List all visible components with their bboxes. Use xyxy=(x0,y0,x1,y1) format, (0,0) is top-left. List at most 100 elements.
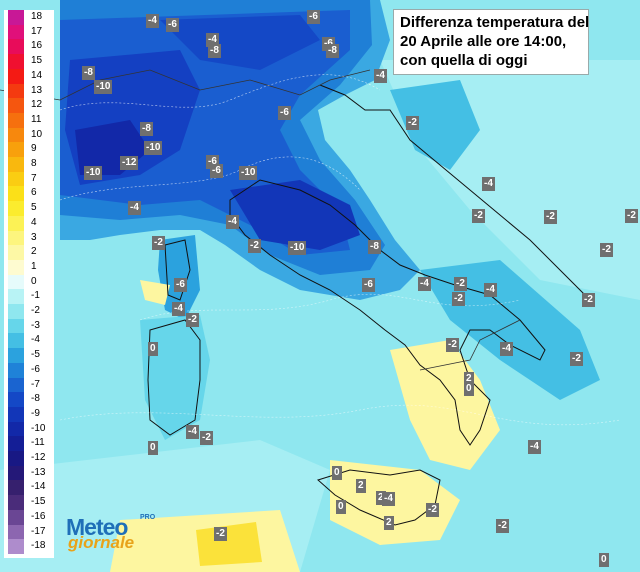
legend-swatch xyxy=(8,142,24,158)
map-value-label: 2 xyxy=(376,491,386,505)
legend-row: 16 xyxy=(4,39,54,55)
legend-row: -5 xyxy=(4,348,54,364)
map-value-label: -2 xyxy=(600,243,613,257)
legend-value: 18 xyxy=(31,11,43,22)
legend-swatch xyxy=(8,259,24,276)
map-value-label: -2 xyxy=(625,209,638,223)
legend-swatch xyxy=(8,83,24,99)
map-value-label: -10 xyxy=(144,141,163,155)
map-value-label: -6 xyxy=(278,106,291,120)
map-value-label: -4 xyxy=(500,342,513,356)
map-value-label: -4 xyxy=(528,440,541,454)
legend-row: 13 xyxy=(4,83,54,99)
map-value-label: -4 xyxy=(418,277,431,291)
map-value-label: -2 xyxy=(152,236,165,250)
legend-swatch xyxy=(8,186,24,202)
legend-swatch xyxy=(8,348,24,364)
legend-swatch xyxy=(8,112,24,129)
map-value-label: 0 xyxy=(599,553,609,567)
legend-row: -15 xyxy=(4,495,54,511)
legend-swatch xyxy=(8,509,24,525)
legend-row: 11 xyxy=(4,112,54,129)
map-value-label: -6 xyxy=(210,164,223,178)
map-value-label: 0 xyxy=(148,441,158,455)
legend-row: -2 xyxy=(4,304,54,320)
legend-row: -13 xyxy=(4,465,54,481)
legend-value: 17 xyxy=(31,25,43,37)
legend-value: 10 xyxy=(31,128,43,140)
map-value-label: -2 xyxy=(570,352,583,366)
map-value-label: -6 xyxy=(307,10,320,24)
title-line-1: Differenza temperatura del xyxy=(400,14,590,31)
legend-swatch xyxy=(8,333,24,349)
legend-row: -9 xyxy=(4,406,54,423)
legend-value: -14 xyxy=(31,481,46,493)
map-value-label: -4 xyxy=(382,492,395,506)
map-value-label: -6 xyxy=(166,18,179,32)
map-value-label: -4 xyxy=(484,283,497,297)
map-value-label: -2 xyxy=(472,209,485,223)
map-value-label: -4 xyxy=(128,201,141,215)
legend-swatch xyxy=(8,465,24,481)
legend-row: -14 xyxy=(4,480,54,496)
legend-value: -6 xyxy=(31,363,40,375)
map-value-label: -6 xyxy=(362,278,375,292)
map-value-label: -2 xyxy=(446,338,459,352)
legend-swatch xyxy=(8,98,24,114)
legend-swatch xyxy=(8,171,24,187)
map-value-label: 0 xyxy=(332,466,342,480)
legend-value: -3 xyxy=(31,319,40,331)
legend-row: -3 xyxy=(4,318,54,334)
map-value-label: -2 xyxy=(248,239,261,253)
map-value-label: -4 xyxy=(172,302,185,316)
legend-row: -10 xyxy=(4,421,54,437)
map-title-box: Differenza temperatura del 20 Aprile all… xyxy=(393,9,589,75)
legend-value: 12 xyxy=(31,99,43,111)
map-value-label: -8 xyxy=(326,44,339,58)
legend-swatch xyxy=(8,157,24,173)
legend-value: -8 xyxy=(31,393,40,405)
legend-value: -2 xyxy=(31,305,40,316)
legend-swatch xyxy=(8,392,24,408)
legend-swatch xyxy=(8,421,24,437)
legend-swatch xyxy=(8,245,24,261)
legend-row: 4 xyxy=(4,215,54,231)
legend-value: -10 xyxy=(31,422,46,434)
legend-row: -7 xyxy=(4,377,54,393)
map-value-label: -2 xyxy=(582,293,595,307)
legend-swatch xyxy=(8,274,24,290)
legend-value: 2 xyxy=(31,246,37,258)
legend-swatch xyxy=(8,201,24,217)
legend-row: -1 xyxy=(4,289,54,305)
legend-row: -4 xyxy=(4,333,54,349)
legend-value: 14 xyxy=(31,69,43,81)
map-value-label: -2 xyxy=(214,527,227,541)
legend-swatch xyxy=(8,495,24,511)
legend-value: -15 xyxy=(31,496,46,508)
map-value-label: -8 xyxy=(82,66,95,80)
legend-swatch xyxy=(8,318,24,334)
legend-value: 13 xyxy=(31,84,43,96)
legend-row: 5 xyxy=(4,201,54,217)
map-value-label: -8 xyxy=(208,44,221,58)
legend-value: 15 xyxy=(31,55,43,67)
temperature-legend: 18 17 16 15 14 13 12 11 10 9 8 7 6 5 4 3 2 1 0 -1 -2 -3 -4 -5 -6… xyxy=(4,10,54,558)
legend-row: 7 xyxy=(4,171,54,187)
legend-value: -11 xyxy=(31,437,45,449)
legend-row: 15 xyxy=(4,54,54,70)
legend-row: -6 xyxy=(4,362,54,378)
legend-value: -7 xyxy=(31,378,40,390)
legend-row: 1 xyxy=(4,259,54,276)
legend-swatch xyxy=(8,480,24,496)
legend-value: 9 xyxy=(31,143,37,155)
legend-row: -8 xyxy=(4,392,54,408)
legend-row: -18 xyxy=(4,539,54,555)
legend-value: 7 xyxy=(31,172,37,184)
legend-swatch xyxy=(8,436,24,452)
legend-row: 8 xyxy=(4,157,54,173)
legend-row: 3 xyxy=(4,230,54,246)
legend-swatch xyxy=(8,10,24,26)
legend-value: 1 xyxy=(31,260,37,272)
legend-swatch xyxy=(8,304,24,320)
legend-row: -12 xyxy=(4,451,54,467)
